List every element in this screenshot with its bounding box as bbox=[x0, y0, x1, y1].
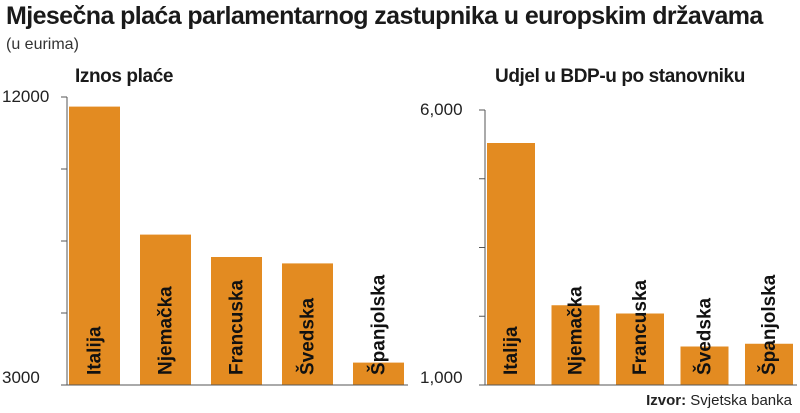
category-label-0-4: Španjolska bbox=[368, 274, 390, 375]
bar-1-2 bbox=[616, 313, 664, 385]
source-label: Izvor: bbox=[646, 392, 687, 409]
bar-0-1 bbox=[140, 234, 191, 385]
source-note: Izvor: Svjetska banka bbox=[646, 392, 792, 409]
bar-0-4 bbox=[353, 362, 404, 385]
category-label-1-1: Njemačka bbox=[566, 286, 587, 375]
bar-1-4 bbox=[745, 343, 793, 385]
category-label-1-0: Italija bbox=[501, 326, 522, 375]
source-text: Svjetska banka bbox=[690, 392, 792, 409]
category-label-0-1: Njemačka bbox=[156, 286, 177, 375]
chart-title: Mjesečna plaća parlamentarnog zastupnika… bbox=[6, 2, 763, 30]
bar-1-3 bbox=[680, 346, 729, 385]
category-label-0-2: Francuska bbox=[227, 280, 248, 375]
category-label-1-3: Švedska bbox=[694, 297, 716, 375]
panel-title-salary: Iznos plaće bbox=[75, 66, 174, 87]
bar-1-0 bbox=[487, 143, 535, 385]
bar-0-2 bbox=[211, 257, 262, 385]
bar-1-1 bbox=[551, 305, 600, 385]
category-label-0-3: Švedska bbox=[297, 297, 319, 375]
y-tick-label-0-0: 3000 bbox=[2, 368, 40, 387]
y-tick-label-0-1: 12000 bbox=[2, 87, 49, 106]
chart-subtitle: (u eurima) bbox=[6, 36, 79, 53]
category-label-1-2: Francuska bbox=[630, 280, 651, 375]
y-tick-label-1-0: 1,000 bbox=[420, 368, 463, 387]
bar-0-0 bbox=[69, 106, 120, 385]
panel-title-gdp-share: Udjel u BDP-u po stanovniku bbox=[495, 66, 745, 87]
bar-0-3 bbox=[282, 263, 333, 385]
y-tick-label-1-1: 6,000 bbox=[420, 100, 463, 119]
category-label-0-0: Italija bbox=[85, 326, 106, 375]
category-label-1-4: Španjolska bbox=[758, 274, 780, 375]
